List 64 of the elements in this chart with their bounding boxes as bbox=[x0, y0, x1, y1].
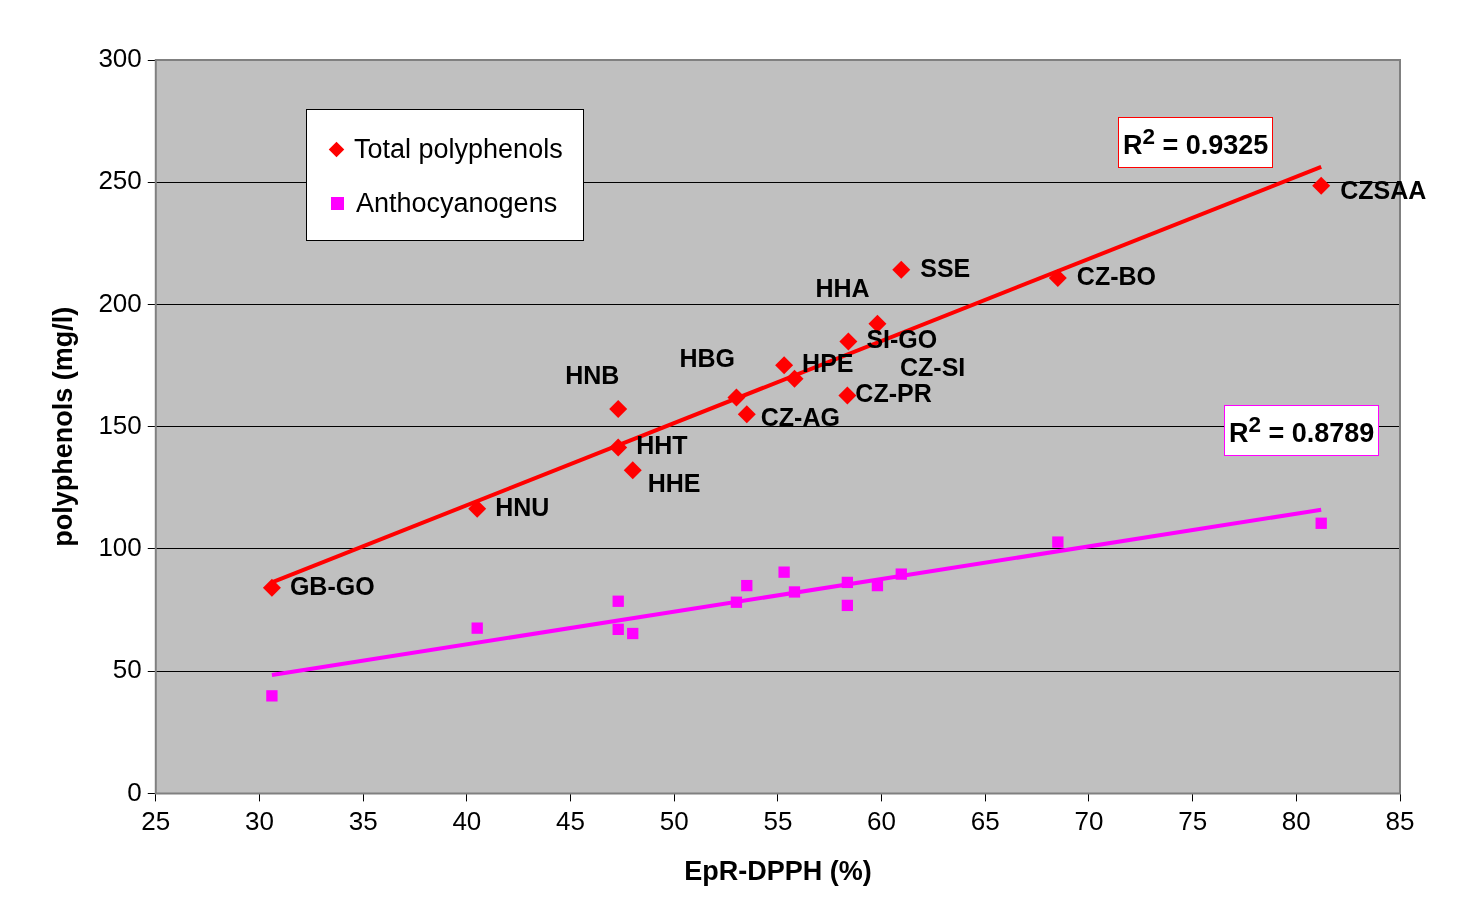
point bbox=[612, 595, 624, 607]
x-tick-label: 40 bbox=[452, 806, 482, 837]
y-axis-title: polyphenols (mg/l) bbox=[47, 306, 78, 547]
y-tick-label: 150 bbox=[98, 409, 142, 440]
point bbox=[612, 623, 624, 636]
point bbox=[775, 356, 794, 375]
point bbox=[727, 388, 746, 407]
point bbox=[266, 690, 278, 702]
annotation: HNB bbox=[565, 360, 620, 389]
annotation: HHA bbox=[815, 273, 870, 302]
y-tick-label: 200 bbox=[98, 287, 142, 318]
point bbox=[1048, 269, 1067, 288]
point bbox=[627, 627, 639, 640]
point bbox=[737, 405, 756, 424]
point bbox=[471, 622, 483, 634]
annotation: HNU bbox=[495, 492, 550, 521]
point bbox=[609, 400, 628, 419]
point bbox=[839, 332, 858, 351]
point bbox=[262, 578, 281, 597]
annotation: SSE bbox=[920, 253, 971, 282]
x-tick-label: 70 bbox=[1074, 806, 1104, 837]
y-tick-label: 0 bbox=[127, 776, 142, 807]
legend-label: Total polyphenols bbox=[354, 133, 563, 165]
x-tick-label: 65 bbox=[970, 806, 1000, 837]
point bbox=[785, 369, 804, 388]
point bbox=[838, 386, 857, 405]
x-tick-label: 75 bbox=[1178, 806, 1208, 837]
x-tick-label: 80 bbox=[1281, 806, 1311, 837]
x-tick-label: 45 bbox=[556, 806, 585, 837]
point bbox=[895, 568, 907, 580]
annotation: R$^{2}$ = 0.9325 bbox=[1118, 117, 1274, 168]
y-tick-label: 50 bbox=[112, 654, 142, 685]
point bbox=[871, 579, 884, 592]
x-tick-label: 35 bbox=[348, 806, 378, 837]
point bbox=[609, 438, 628, 457]
annotation: HBG bbox=[679, 344, 735, 373]
x-tick-label: 85 bbox=[1385, 806, 1415, 837]
x-tick-label: 60 bbox=[867, 806, 897, 837]
point bbox=[741, 579, 753, 592]
y-tick-label: 300 bbox=[98, 43, 142, 74]
annotation: GB-GO bbox=[289, 571, 375, 600]
point bbox=[1312, 176, 1331, 195]
annotation: CZ-BO bbox=[1076, 261, 1156, 290]
x-tick-label: 25 bbox=[141, 806, 171, 837]
y-tick-label: 100 bbox=[98, 532, 142, 563]
point bbox=[1315, 517, 1327, 529]
annotation: R$^{2}$ = 0.8789 bbox=[1224, 405, 1380, 456]
y-tick-label: 250 bbox=[98, 165, 142, 196]
x-tick-label: 30 bbox=[245, 806, 274, 837]
point bbox=[841, 599, 854, 612]
point bbox=[841, 576, 854, 589]
x-tick-label: 50 bbox=[659, 806, 689, 837]
point bbox=[778, 566, 790, 578]
point bbox=[623, 461, 642, 480]
annotation: HHE bbox=[647, 469, 701, 498]
annotation: CZ-AG bbox=[760, 403, 840, 432]
point bbox=[788, 586, 801, 598]
point bbox=[1052, 536, 1064, 548]
x-tick-label: 55 bbox=[763, 806, 793, 837]
legend-label: Anthocyanogens bbox=[356, 187, 558, 219]
point bbox=[892, 260, 911, 279]
x-axis-title: EpR-DPPH (%) bbox=[684, 856, 872, 887]
point bbox=[730, 596, 743, 608]
annotation: HHT bbox=[636, 431, 688, 460]
